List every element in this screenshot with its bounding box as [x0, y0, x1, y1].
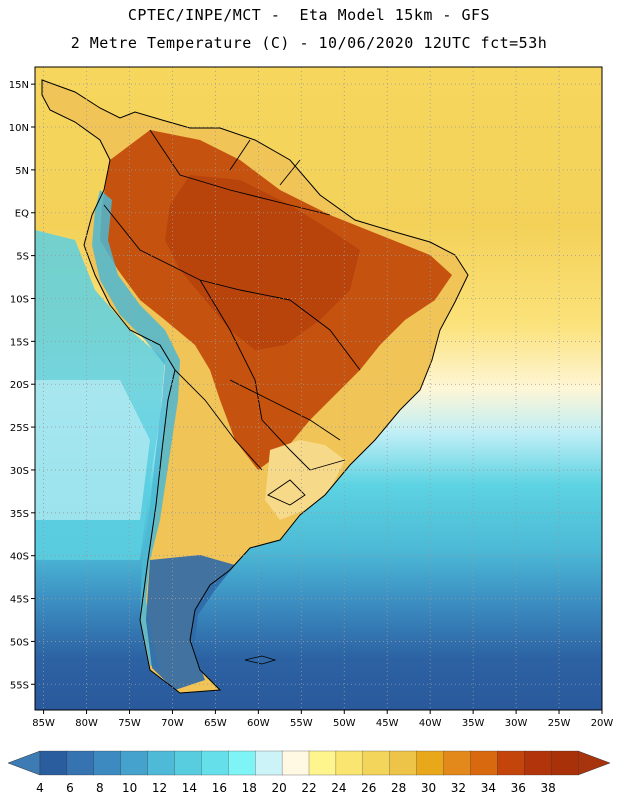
patagonia-cold-zone — [146, 555, 235, 690]
colorbar-label: 16 — [212, 781, 227, 795]
colorbar-cell — [228, 750, 256, 776]
colorbar-label: 10 — [122, 781, 137, 795]
lon-tick-label: 60W — [247, 718, 270, 729]
temperature-map: 15N 10N 5N EQ 5S 10S 15S 20S 25S 30S 35S 40S 45S 50S 5… — [9, 66, 613, 729]
colorbar-label: 20 — [271, 781, 286, 795]
colorbar-label: 14 — [182, 781, 197, 795]
pacific-pale-strip — [35, 380, 150, 520]
andes-cool-ridge — [92, 190, 180, 670]
colorbar-cell — [362, 750, 391, 776]
colorbar-label: 36 — [511, 781, 526, 795]
lon-tick-label: 35W — [462, 718, 485, 729]
latitude-ticks: 15N 10N 5N EQ 5S 10S 15S 20S 25S 30S 35S 40S 45S 50S 5… — [9, 80, 35, 691]
lat-tick-label: 45S — [10, 595, 29, 606]
colorbar-label: 8 — [96, 781, 104, 795]
colorbar-label: 12 — [152, 781, 167, 795]
lon-tick-label: 20W — [591, 718, 614, 729]
lon-tick-label: 25W — [548, 718, 571, 729]
lon-tick-label: 85W — [32, 718, 55, 729]
falkland-islands — [244, 655, 277, 665]
lat-tick-label: 30S — [10, 466, 29, 477]
lat-tick-label: 15N — [9, 80, 29, 91]
lon-tick-label: 65W — [204, 718, 227, 729]
lon-tick-label: 80W — [75, 718, 98, 729]
colorbar-cell — [389, 750, 418, 776]
southern-mild-zone — [265, 440, 345, 520]
colorbar: 4 6 8 10 12 14 16 18 20 22 24 26 28 30 32 34 36 38 — [7, 750, 611, 795]
colorbar-low-arrow — [7, 750, 41, 776]
longitude-ticks: 85W 80W 75W 70W 65W 60W 55W 50W 45W 40W 35W 30W 25W 2… — [32, 710, 613, 729]
colorbar-cell — [335, 750, 364, 776]
lat-tick-label: 20S — [10, 380, 29, 391]
lat-tick-label: 40S — [10, 552, 29, 563]
hottest-core-zone — [165, 175, 360, 350]
lat-tick-label: 25S — [10, 423, 29, 434]
map-title-line-2: 2 Metre Temperature (C) - 10/06/2020 12U… — [70, 34, 548, 52]
colorbar-label: 30 — [421, 781, 436, 795]
colorbar-label: 22 — [301, 781, 316, 795]
lat-tick-label: 50S — [10, 637, 29, 648]
colorbar-cell — [174, 750, 203, 776]
lon-tick-label: 55W — [290, 718, 313, 729]
lat-tick-label: 55S — [10, 680, 29, 691]
colorbar-cell — [120, 750, 149, 776]
lat-tick-label: EQ — [15, 209, 29, 220]
colorbar-cell — [39, 750, 68, 776]
colorbar-cell — [255, 750, 283, 776]
graticule — [35, 67, 602, 710]
colorbar-label: 32 — [451, 781, 466, 795]
lat-tick-label: 15S — [10, 337, 29, 348]
country-borders — [103, 129, 361, 506]
colorbar-label: 28 — [391, 781, 406, 795]
colorbar-cell — [497, 750, 525, 776]
lat-tick-label: 10N — [9, 123, 29, 134]
lon-tick-label: 30W — [505, 718, 528, 729]
colorbar-cell — [147, 750, 176, 776]
map-frame — [34, 66, 603, 711]
colorbar-cell — [308, 750, 337, 776]
lat-tick-label: 10S — [10, 294, 29, 305]
colorbar-cell — [66, 750, 95, 776]
colorbar-label: 38 — [540, 781, 555, 795]
colorbar-cell — [93, 750, 122, 776]
colorbar-cell — [443, 750, 472, 776]
lat-tick-label: 35S — [10, 509, 29, 520]
lon-tick-label: 50W — [333, 718, 356, 729]
colorbar-cell — [470, 750, 498, 776]
lon-tick-label: 70W — [161, 718, 184, 729]
colorbar-cell — [416, 750, 445, 776]
colorbar-label: 18 — [242, 781, 257, 795]
colorbar-label: 26 — [361, 781, 376, 795]
lon-tick-label: 40W — [419, 718, 442, 729]
colorbar-cell — [201, 750, 229, 776]
colorbar-label: 4 — [36, 781, 44, 795]
colorbar-label: 6 — [66, 781, 74, 795]
colorbar-cell — [550, 750, 579, 776]
colorbar-cell — [281, 750, 310, 776]
colorbar-high-arrow — [577, 750, 611, 776]
colorbar-label: 34 — [481, 781, 496, 795]
lon-tick-label: 75W — [118, 718, 141, 729]
map-title-line-1: CPTEC/INPE/MCT - Eta Model 15km - GFS — [127, 6, 491, 24]
lon-tick-label: 45W — [376, 718, 399, 729]
lat-tick-label: 5N — [15, 166, 29, 177]
colorbar-label: 24 — [331, 781, 346, 795]
lat-tick-label: 5S — [16, 252, 29, 263]
coastline — [41, 79, 469, 694]
colorbar-cell — [524, 750, 552, 776]
